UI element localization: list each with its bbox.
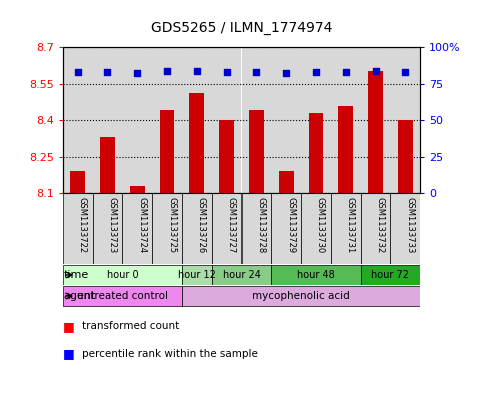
Point	[133, 70, 141, 77]
Bar	[390, 193, 420, 264]
Text: GSM1133726: GSM1133726	[197, 196, 206, 253]
Bar	[390, 47, 420, 193]
Bar	[361, 47, 390, 193]
Bar	[361, 265, 420, 285]
Bar	[93, 193, 122, 264]
Point	[223, 69, 230, 75]
Bar	[398, 120, 413, 193]
Bar	[219, 120, 234, 193]
Bar	[182, 193, 212, 264]
Text: GSM1133723: GSM1133723	[108, 196, 116, 253]
Bar	[338, 105, 353, 193]
Bar	[309, 113, 324, 193]
Bar	[63, 286, 182, 306]
Text: percentile rank within the sample: percentile rank within the sample	[82, 349, 258, 359]
Bar	[152, 193, 182, 264]
Point	[312, 69, 320, 75]
Bar	[301, 47, 331, 193]
Text: transformed count: transformed count	[82, 321, 179, 331]
Bar	[122, 193, 152, 264]
Point	[342, 69, 350, 75]
Text: ■: ■	[63, 347, 74, 360]
Bar	[93, 47, 122, 193]
Point	[104, 69, 112, 75]
Bar	[159, 110, 174, 193]
Bar	[331, 193, 361, 264]
Text: GSM1133724: GSM1133724	[137, 196, 146, 253]
Text: hour 24: hour 24	[223, 270, 260, 280]
Bar	[152, 47, 182, 193]
Text: agent: agent	[63, 291, 96, 301]
Text: GSM1133730: GSM1133730	[316, 196, 325, 253]
Point	[253, 69, 260, 75]
Text: time: time	[63, 270, 89, 280]
Bar	[242, 193, 271, 264]
Bar	[70, 171, 85, 193]
Point	[163, 67, 171, 73]
Bar	[182, 286, 420, 306]
Point	[372, 67, 380, 73]
Text: GSM1133725: GSM1133725	[167, 196, 176, 253]
Bar	[271, 47, 301, 193]
Text: hour 12: hour 12	[178, 270, 216, 280]
Text: GSM1133728: GSM1133728	[256, 196, 265, 253]
Bar	[301, 193, 331, 264]
Text: hour 48: hour 48	[297, 270, 335, 280]
Text: ■: ■	[63, 320, 74, 333]
Point	[282, 70, 290, 77]
Bar	[249, 110, 264, 193]
Bar	[368, 72, 383, 193]
Bar	[279, 171, 294, 193]
Bar	[271, 265, 361, 285]
Bar	[212, 47, 242, 193]
Bar	[100, 137, 115, 193]
Text: mycophenolic acid: mycophenolic acid	[252, 291, 350, 301]
Bar	[122, 47, 152, 193]
Bar	[271, 193, 301, 264]
Text: GSM1133733: GSM1133733	[405, 196, 414, 253]
Bar	[182, 47, 212, 193]
Bar	[331, 47, 361, 193]
Text: GSM1133722: GSM1133722	[78, 196, 86, 253]
Text: hour 0: hour 0	[107, 270, 138, 280]
Text: GSM1133727: GSM1133727	[227, 196, 236, 253]
Point	[193, 67, 201, 73]
Bar	[361, 193, 390, 264]
Point	[401, 69, 409, 75]
Bar	[63, 265, 182, 285]
Point	[74, 69, 82, 75]
Bar	[130, 186, 145, 193]
Text: GDS5265 / ILMN_1774974: GDS5265 / ILMN_1774974	[151, 21, 332, 35]
Bar	[63, 193, 93, 264]
Text: untreated control: untreated control	[77, 291, 168, 301]
Bar	[63, 47, 93, 193]
Bar	[189, 94, 204, 193]
Bar	[242, 47, 271, 193]
Bar	[182, 265, 212, 285]
Bar	[212, 265, 271, 285]
Text: GSM1133731: GSM1133731	[346, 196, 355, 253]
Text: GSM1133729: GSM1133729	[286, 196, 295, 253]
Text: hour 72: hour 72	[371, 270, 410, 280]
Text: GSM1133732: GSM1133732	[376, 196, 384, 253]
Bar	[212, 193, 242, 264]
